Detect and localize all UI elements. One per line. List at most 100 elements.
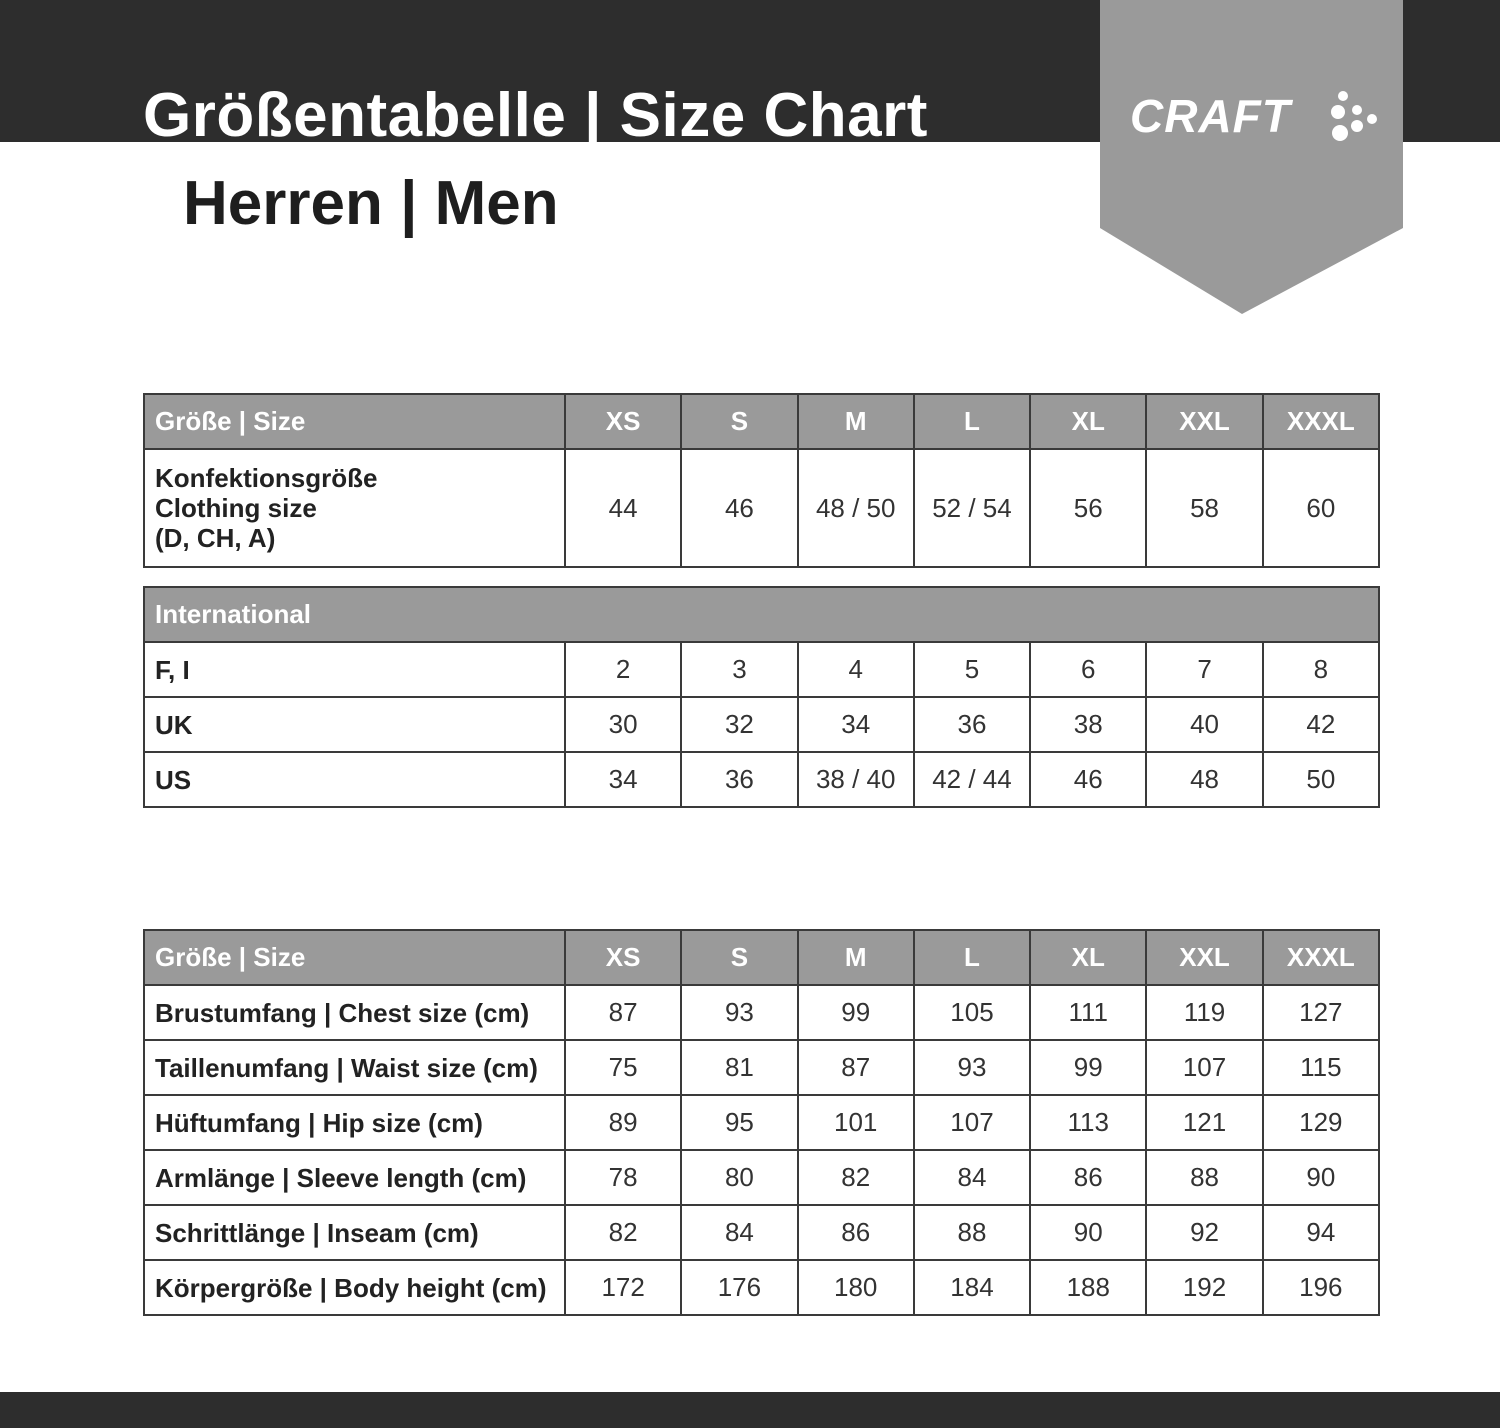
cell: 129 bbox=[1261, 1094, 1381, 1151]
bottom-bar bbox=[0, 1392, 1500, 1428]
cell: 38 bbox=[1029, 696, 1148, 753]
row-label: UK bbox=[143, 696, 566, 753]
size-header: XL bbox=[1029, 393, 1148, 450]
cell: 107 bbox=[1145, 1039, 1264, 1096]
cell: 86 bbox=[796, 1204, 915, 1261]
table-header-row: International bbox=[143, 586, 1380, 643]
cell: 56 bbox=[1029, 448, 1148, 568]
cell: 90 bbox=[1029, 1204, 1148, 1261]
cell: 30 bbox=[563, 696, 683, 753]
size-header: XXL bbox=[1145, 393, 1264, 450]
cell: 81 bbox=[680, 1039, 799, 1096]
table-row: Brustumfang | Chest size (cm) 87 93 99 105 11… bbox=[143, 984, 1381, 1041]
size-header: XXXL bbox=[1261, 393, 1381, 450]
cell: 75 bbox=[563, 1039, 683, 1096]
table-row: UK 30 32 34 36 38 40 42 bbox=[143, 696, 1381, 753]
cell: 105 bbox=[912, 984, 1032, 1041]
cell: 172 bbox=[563, 1259, 683, 1316]
cell: 36 bbox=[912, 696, 1032, 753]
table-row: US 34 36 38 / 40 42 / 44 46 48 50 bbox=[143, 751, 1381, 808]
size-header: XL bbox=[1029, 929, 1148, 986]
row-label: Körpergröße | Body height (cm) bbox=[143, 1259, 566, 1316]
cell: 42 bbox=[1261, 696, 1381, 753]
cell: 111 bbox=[1029, 984, 1148, 1041]
table-row: Konfektionsgröße Clothing size (D, CH, A… bbox=[143, 448, 1381, 568]
cell: 32 bbox=[680, 696, 799, 753]
cell: 50 bbox=[1261, 751, 1381, 808]
cell: 52 / 54 bbox=[912, 448, 1032, 568]
cell: 88 bbox=[1145, 1149, 1264, 1206]
row-label: Hüftumfang | Hip size (cm) bbox=[143, 1094, 566, 1151]
cell: 38 / 40 bbox=[796, 751, 915, 808]
size-header: M bbox=[796, 929, 915, 986]
header-label: International bbox=[143, 586, 1380, 643]
cell: 8 bbox=[1261, 641, 1381, 698]
size-header: L bbox=[912, 393, 1032, 450]
table-row: Hüftumfang | Hip size (cm) 89 95 101 107 113 1… bbox=[143, 1094, 1381, 1151]
table-row: Taillenumfang | Waist size (cm) 75 81 87 93 9… bbox=[143, 1039, 1381, 1096]
cell: 6 bbox=[1029, 641, 1148, 698]
cell: 84 bbox=[912, 1149, 1032, 1206]
row-label-line: (D, CH, A) bbox=[155, 523, 276, 553]
logo-banner bbox=[1100, 0, 1403, 314]
cell: 7 bbox=[1145, 641, 1264, 698]
cell: 78 bbox=[563, 1149, 683, 1206]
cell: 115 bbox=[1261, 1039, 1381, 1096]
cell: 58 bbox=[1145, 448, 1264, 568]
cell: 113 bbox=[1029, 1094, 1148, 1151]
cell: 127 bbox=[1261, 984, 1381, 1041]
cell: 82 bbox=[563, 1204, 683, 1261]
cell: 101 bbox=[796, 1094, 915, 1151]
table-row: Schrittlänge | Inseam (cm) 82 84 86 88 90 92 94 bbox=[143, 1204, 1381, 1261]
row-label: Taillenumfang | Waist size (cm) bbox=[143, 1039, 566, 1096]
size-header: S bbox=[680, 393, 799, 450]
cell: 48 bbox=[1145, 751, 1264, 808]
header-label: Größe | Size bbox=[143, 393, 566, 450]
cell: 121 bbox=[1145, 1094, 1264, 1151]
cell: 99 bbox=[796, 984, 915, 1041]
cell: 42 / 44 bbox=[912, 751, 1032, 808]
cell: 196 bbox=[1261, 1259, 1381, 1316]
cell: 180 bbox=[796, 1259, 915, 1316]
row-label: Schrittlänge | Inseam (cm) bbox=[143, 1204, 566, 1261]
table-row: Armlänge | Sleeve length (cm) 78 80 82 84 86 8… bbox=[143, 1149, 1381, 1206]
cell: 95 bbox=[680, 1094, 799, 1151]
cell: 184 bbox=[912, 1259, 1032, 1316]
cell: 80 bbox=[680, 1149, 799, 1206]
cell: 87 bbox=[796, 1039, 915, 1096]
row-label-line: Konfektionsgröße bbox=[155, 463, 378, 493]
cell: 119 bbox=[1145, 984, 1264, 1041]
cell: 86 bbox=[1029, 1149, 1148, 1206]
cell: 4 bbox=[796, 641, 915, 698]
cell: 99 bbox=[1029, 1039, 1148, 1096]
row-label-line: Clothing size bbox=[155, 493, 317, 523]
cell: 60 bbox=[1261, 448, 1381, 568]
header-label: Größe | Size bbox=[143, 929, 566, 986]
size-header: XS bbox=[563, 929, 683, 986]
cell: 3 bbox=[680, 641, 799, 698]
cell: 46 bbox=[680, 448, 799, 568]
cell: 176 bbox=[680, 1259, 799, 1316]
cell: 34 bbox=[796, 696, 915, 753]
international-size-table: International F, I 2 3 4 5 6 7 8 UK 30 32 34 36 38 40 4… bbox=[143, 586, 1381, 808]
clothing-size-table: Größe | Size XS S M L XL XXL XXXL Konfek… bbox=[143, 393, 1381, 568]
cell: 44 bbox=[563, 448, 683, 568]
row-label: US bbox=[143, 751, 566, 808]
craft-logo: CRAFT bbox=[1130, 90, 1291, 142]
cell: 93 bbox=[912, 1039, 1032, 1096]
cell: 36 bbox=[680, 751, 799, 808]
cell: 84 bbox=[680, 1204, 799, 1261]
size-header: L bbox=[912, 929, 1032, 986]
row-label: F, I bbox=[143, 641, 566, 698]
cell: 188 bbox=[1029, 1259, 1148, 1316]
cell: 192 bbox=[1145, 1259, 1264, 1316]
cell: 87 bbox=[563, 984, 683, 1041]
cell: 92 bbox=[1145, 1204, 1264, 1261]
cell: 5 bbox=[912, 641, 1032, 698]
cell: 88 bbox=[912, 1204, 1032, 1261]
row-label: Brustumfang | Chest size (cm) bbox=[143, 984, 566, 1041]
cell: 34 bbox=[563, 751, 683, 808]
cell: 46 bbox=[1029, 751, 1148, 808]
cell: 89 bbox=[563, 1094, 683, 1151]
